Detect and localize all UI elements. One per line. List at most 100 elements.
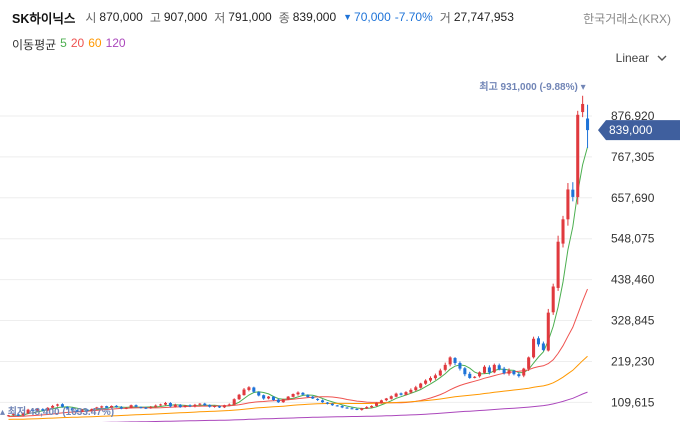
candle-body [252, 387, 256, 392]
candle-body [399, 393, 403, 395]
candle [31, 409, 35, 412]
candle-body [374, 402, 379, 406]
candle [119, 406, 123, 410]
candle [203, 402, 207, 406]
candle [581, 95, 585, 118]
candle-body [482, 366, 487, 373]
down-arrow-icon: ▼ [343, 12, 353, 22]
candle-body [433, 375, 437, 379]
candle [41, 408, 45, 412]
candle-body [306, 395, 310, 397]
candle [389, 395, 393, 400]
candle [507, 368, 511, 376]
candle [222, 404, 226, 409]
candle [281, 398, 285, 403]
candle-body [26, 409, 30, 414]
candle-body [419, 383, 423, 388]
candle-body [291, 394, 295, 397]
candle-body [551, 286, 555, 313]
candle [419, 382, 423, 389]
candle-body [109, 405, 114, 408]
candle-body [414, 387, 418, 391]
y-axis-ticks: 876,920 767,305 657,690 548,075 438,460 328,8… [611, 109, 655, 409]
candle-body [46, 407, 50, 411]
candle [267, 395, 271, 400]
candle-body [321, 400, 325, 403]
candle-body [497, 365, 501, 370]
candle [424, 379, 428, 385]
candle [370, 405, 374, 409]
candle [90, 408, 94, 413]
candle [16, 413, 20, 417]
candle-body [473, 376, 477, 378]
candle [237, 393, 241, 400]
annotations: 최고 931,000 (-9.88%) ▾ ▴ 최저 48,400 (1633.… [0, 80, 586, 418]
candle-body [365, 407, 369, 409]
candle-body [60, 404, 64, 407]
low-annotation: ▴ 최저 48,400 (1633.47%) [0, 405, 114, 418]
candle [173, 403, 177, 408]
candle [409, 388, 413, 394]
candle [532, 336, 536, 359]
candle-body [80, 409, 84, 412]
candle-body [139, 407, 143, 409]
candle-body [325, 402, 329, 404]
candle-body [345, 407, 349, 409]
candle [154, 404, 158, 408]
candle-body [536, 338, 540, 345]
candle [306, 394, 310, 398]
candle-body [276, 399, 280, 403]
candle-body [453, 358, 457, 364]
candle-body [70, 408, 74, 411]
candle-body [31, 409, 35, 412]
candle [414, 385, 418, 392]
candle [561, 215, 565, 248]
candle [433, 373, 437, 380]
candle-body [527, 357, 531, 369]
candle [70, 407, 74, 412]
low-label: 저 [214, 10, 226, 25]
candle [178, 404, 182, 408]
candle-body [271, 396, 275, 400]
candle-body [335, 405, 339, 407]
candle [46, 407, 50, 412]
candle [325, 402, 329, 405]
candle-body [134, 405, 138, 407]
candle [360, 407, 364, 411]
candle-body [144, 407, 148, 409]
candle [198, 403, 202, 406]
candle [340, 405, 344, 409]
candle [453, 357, 457, 366]
candle-body [330, 403, 334, 406]
candle-body [222, 405, 226, 408]
candle-body [105, 406, 109, 408]
candle [232, 398, 236, 406]
candle-body [21, 413, 25, 416]
stock-name[interactable]: SK하이닉스 [12, 11, 76, 26]
candle [208, 404, 212, 408]
candle [139, 406, 143, 409]
candle-body [296, 392, 300, 395]
candle-body [154, 405, 158, 407]
candle-body [119, 407, 123, 409]
candle [193, 403, 197, 408]
candle-body [394, 393, 398, 397]
candle-body [56, 404, 60, 406]
candle [355, 408, 359, 411]
candle [262, 394, 266, 400]
ma-legend[interactable]: 이동평균 5 20 60 120 [12, 36, 126, 53]
candle-body [512, 370, 516, 375]
change-percent: -7.70% [394, 10, 433, 24]
candle [291, 393, 295, 398]
candle-body [561, 219, 565, 244]
candle [144, 406, 148, 410]
candle [75, 409, 79, 413]
candle-body [124, 407, 128, 409]
y-tick-label: 657,690 [611, 191, 655, 205]
candle [345, 407, 349, 409]
candle [492, 363, 496, 374]
scale-select[interactable]: Linear [616, 51, 667, 65]
candle-body [286, 396, 290, 400]
exchange-label: 한국거래소(KRX) [583, 12, 671, 26]
